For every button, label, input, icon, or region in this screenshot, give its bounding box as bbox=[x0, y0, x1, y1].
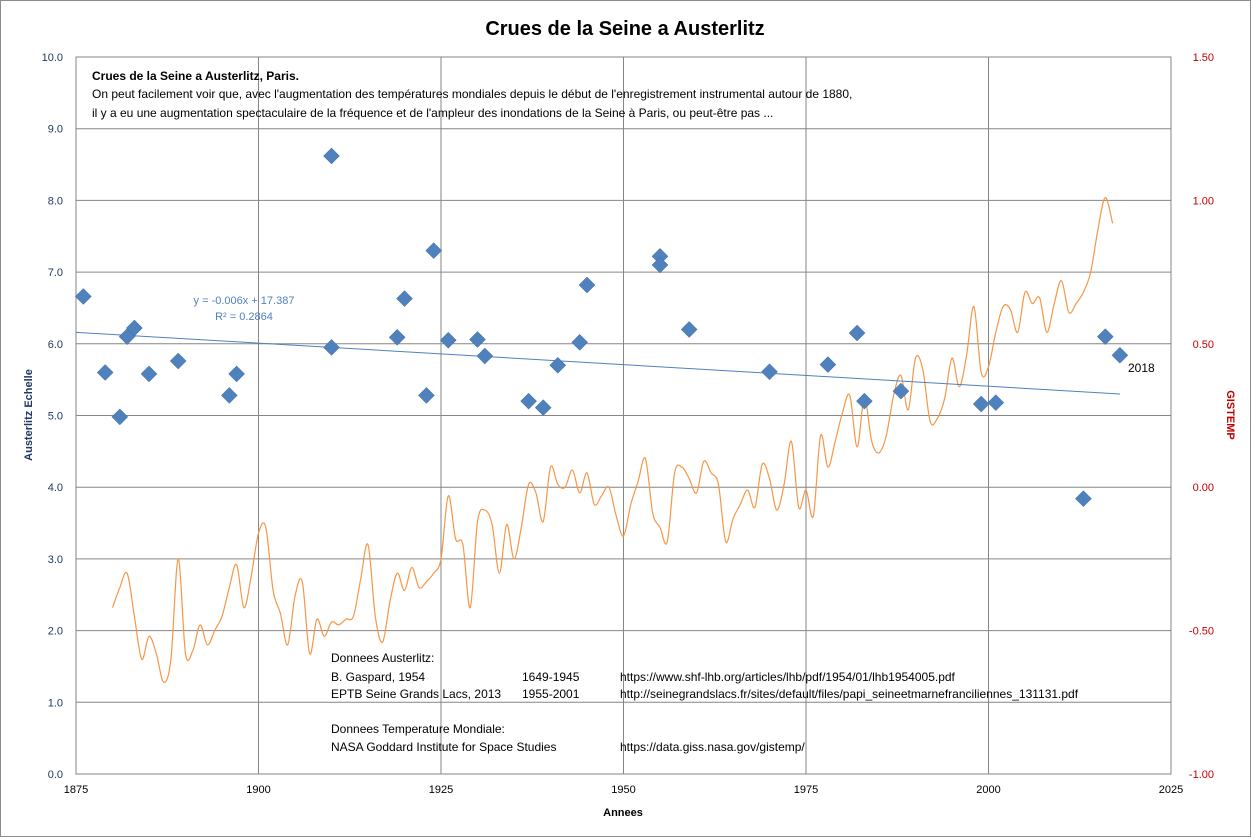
temperature-series bbox=[111, 196, 1114, 683]
y2-tick-label: 0.50 bbox=[1193, 339, 1214, 351]
trendline-r2: R² = 0.2864 bbox=[215, 311, 273, 323]
x-tick-label: 1900 bbox=[246, 784, 270, 796]
point-label-2018: 2018 bbox=[1128, 361, 1155, 375]
flood-point bbox=[96, 364, 114, 381]
y-tick-label: 8.0 bbox=[48, 195, 63, 207]
flood-point bbox=[74, 288, 92, 305]
y-tick-label: 7.0 bbox=[48, 267, 63, 279]
flood-point bbox=[848, 324, 866, 342]
flood-point bbox=[856, 392, 873, 410]
annotation-line-2: il y a eu une augmentation spectaculaire… bbox=[92, 106, 773, 120]
flood-point bbox=[439, 331, 457, 349]
flood-point bbox=[169, 352, 187, 370]
flood-point bbox=[651, 256, 669, 274]
vertical-gridlines bbox=[75, 57, 1172, 774]
source-1-years: 1649-1945 bbox=[522, 670, 580, 684]
x-tick-label: 2025 bbox=[1159, 784, 1183, 796]
flood-points-series bbox=[74, 147, 1129, 508]
flood-point bbox=[520, 392, 537, 410]
x-axis-title: Annees bbox=[603, 807, 643, 819]
flood-point bbox=[549, 356, 567, 374]
y-tick-label: 1.0 bbox=[48, 697, 63, 709]
y2-tick-label: 1.50 bbox=[1193, 52, 1214, 64]
flood-point bbox=[972, 395, 990, 413]
chart-title: Crues de la Seine a Austerlitz bbox=[485, 18, 764, 40]
y-tick-label: 2.0 bbox=[48, 626, 63, 638]
x-tick-label: 1925 bbox=[429, 784, 453, 796]
flood-point bbox=[1111, 346, 1129, 364]
annotation-line-1: On peut facilement voir que, avec l'augm… bbox=[92, 87, 852, 101]
flood-point bbox=[140, 365, 158, 383]
x-tick-label: 1950 bbox=[611, 784, 635, 796]
flood-point bbox=[323, 147, 340, 165]
y-tick-label: 6.0 bbox=[48, 339, 63, 351]
y-tick-label: 10.0 bbox=[42, 52, 63, 64]
sources-heading-temperature: Donnees Temperature Mondiale: bbox=[331, 722, 505, 736]
flood-point bbox=[425, 242, 443, 259]
right-axis-ticks: -1.00 -0.50 0.00 0.50 1.00 1.50 bbox=[1189, 52, 1214, 781]
y2-tick-label: 0.00 bbox=[1193, 482, 1214, 494]
left-axis-ticks: 0.0 1.0 2.0 3.0 4.0 5.0 6.0 7.0 8.0 9.0 10.0 bbox=[42, 52, 63, 781]
source-2-name: EPTB Seine Grands Lacs, 2013 bbox=[331, 687, 501, 701]
flood-point bbox=[1075, 490, 1092, 508]
flood-point bbox=[680, 321, 698, 338]
flood-point bbox=[476, 347, 494, 365]
trendline bbox=[75, 331, 1120, 395]
flood-point bbox=[396, 290, 413, 307]
flood-point bbox=[534, 399, 552, 416]
source-2-url: http://seinegrandslacs.fr/sites/default/… bbox=[620, 687, 1079, 701]
flood-point bbox=[228, 365, 245, 383]
flood-point bbox=[1096, 328, 1114, 345]
flood-point bbox=[111, 408, 129, 426]
flood-point bbox=[323, 339, 340, 356]
source-2-years: 1955-2001 bbox=[522, 687, 580, 701]
flood-point bbox=[126, 319, 143, 337]
annotation-heading: Crues de la Seine a Austerlitz, Paris. bbox=[92, 69, 299, 83]
source-3-name: NASA Goddard Institute for Space Studies bbox=[331, 740, 556, 754]
x-tick-label: 1975 bbox=[794, 784, 818, 796]
flood-point bbox=[578, 276, 596, 294]
flood-point bbox=[469, 331, 486, 348]
y2-tick-label: 1.00 bbox=[1193, 195, 1214, 207]
flood-point bbox=[987, 394, 1005, 411]
y-tick-label: 4.0 bbox=[48, 482, 63, 494]
trendline-equation: y = -0.006x + 17.387 bbox=[194, 295, 295, 307]
flood-point bbox=[571, 334, 589, 351]
flood-point bbox=[761, 363, 778, 381]
flood-point bbox=[418, 387, 435, 404]
x-tick-label: 1875 bbox=[64, 784, 88, 796]
y-axis-title: Austerlitz Echelle bbox=[23, 369, 35, 461]
y2-axis-title: GISTEMP bbox=[1224, 390, 1236, 440]
y-tick-label: 9.0 bbox=[48, 124, 63, 136]
source-1-url: https://www.shf-lhb.org/articles/lhb/pdf… bbox=[620, 670, 956, 684]
flood-point bbox=[819, 356, 837, 373]
sources-heading-austerlitz: Donnees Austerlitz: bbox=[331, 651, 434, 665]
y-tick-label: 5.0 bbox=[48, 411, 63, 423]
x-tick-label: 2000 bbox=[976, 784, 1000, 796]
y2-tick-label: -0.50 bbox=[1189, 626, 1214, 638]
flood-point bbox=[388, 328, 406, 346]
flood-point bbox=[220, 387, 238, 404]
temperature-line bbox=[111, 196, 1114, 683]
source-1-name: B. Gaspard, 1954 bbox=[331, 670, 425, 684]
trendline-series bbox=[75, 331, 1120, 395]
flood-point bbox=[892, 382, 910, 400]
y-tick-label: 3.0 bbox=[48, 554, 63, 566]
x-axis-ticks: 1875 1900 1925 1950 1975 2000 2025 bbox=[64, 784, 1183, 796]
y2-tick-label: -1.00 bbox=[1189, 769, 1214, 781]
y-tick-label: 0.0 bbox=[48, 769, 63, 781]
source-3-url: https://data.giss.nasa.gov/gistemp/ bbox=[620, 740, 805, 754]
